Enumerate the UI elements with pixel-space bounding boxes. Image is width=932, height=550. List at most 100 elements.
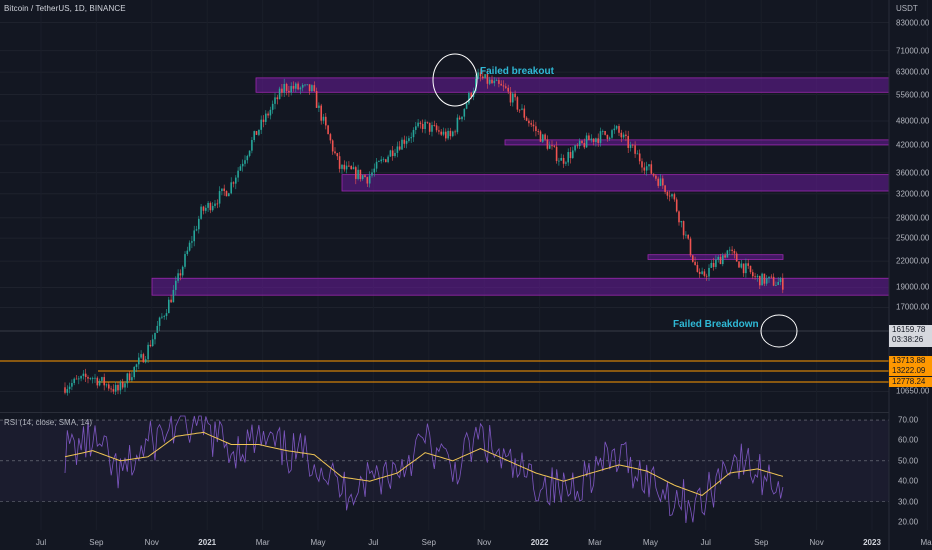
candle-body-141 — [389, 150, 392, 157]
candle-body-27 — [126, 373, 129, 384]
candle-body-271 — [689, 238, 692, 256]
candle-body-195 — [514, 93, 516, 98]
time-tick-label: Nov — [477, 538, 492, 547]
candle-body-41 — [158, 317, 161, 326]
candle-body-84 — [258, 129, 260, 135]
candle-body-90 — [271, 103, 274, 110]
candle-body-233 — [602, 130, 604, 132]
candle-body-176 — [470, 92, 472, 97]
candle-body-172 — [461, 116, 463, 120]
candle-body-73 — [232, 182, 235, 184]
candle-body-276 — [701, 271, 703, 274]
candle-body-52 — [184, 254, 186, 267]
price-tick-label: 71000.00 — [896, 46, 930, 56]
candle-body-198 — [521, 108, 523, 110]
candle-body-146 — [401, 139, 403, 150]
candle-body-245 — [629, 144, 632, 148]
candle-body-50 — [179, 273, 182, 276]
candle-body-140 — [387, 156, 389, 163]
candle-body-130 — [364, 175, 366, 178]
candle-body-122 — [345, 165, 348, 170]
candle-body-22 — [114, 384, 117, 392]
candle-body-82 — [253, 131, 255, 140]
candle-body-17 — [103, 377, 105, 386]
candle-body-277 — [703, 271, 706, 276]
rsi-indicator-label[interactable]: RSI (14, close, SMA, 14) — [4, 418, 93, 427]
candle-body-202 — [530, 123, 532, 125]
candle-body-2 — [68, 386, 71, 390]
candle-body-307 — [772, 276, 775, 286]
time-tick-label: Jul — [35, 538, 47, 547]
candle-body-67 — [218, 191, 221, 204]
candle-body-311 — [782, 278, 784, 290]
zone-3 — [255, 77, 890, 93]
candle-body-49 — [177, 273, 179, 281]
candle-body-131 — [366, 177, 369, 184]
candle-body-206 — [539, 131, 542, 142]
candle-body-85 — [260, 119, 262, 130]
candle-body-259 — [662, 178, 664, 186]
breakdown-circle — [760, 314, 798, 348]
time-tick-label: May — [310, 538, 326, 547]
time-tick-label: Mar — [255, 538, 270, 547]
candle-body-81 — [251, 139, 253, 151]
candle-body-145 — [398, 146, 401, 150]
candle-body-165 — [445, 131, 447, 139]
candle-body-298 — [752, 272, 754, 277]
candle-countdown: 03:38:26 — [892, 335, 924, 344]
time-tick-label: Sep — [754, 538, 769, 547]
candle-body-65 — [214, 203, 216, 206]
candle-body-193 — [509, 91, 512, 103]
candle-body-164 — [442, 131, 445, 135]
currency-label: USDT — [896, 4, 918, 13]
candle-body-196 — [516, 97, 519, 110]
candle-body-21 — [112, 389, 115, 392]
candle-body-268 — [682, 221, 685, 236]
pane-separator[interactable] — [0, 412, 889, 413]
candle-body-296 — [747, 263, 749, 266]
time-tick-label: Sep — [89, 538, 104, 547]
price-tick-label: 17000.00 — [896, 302, 930, 312]
candle-body-60 — [202, 206, 205, 211]
candle-body-57 — [195, 229, 198, 231]
candle-body-54 — [188, 242, 191, 251]
candle-body-13 — [94, 377, 96, 379]
candle-body-243 — [625, 134, 627, 136]
candle-body-190 — [502, 85, 505, 87]
candle-body-24 — [119, 382, 122, 391]
candle-body-143 — [394, 152, 396, 157]
level-label-3: 12778.24 — [889, 377, 932, 387]
candle-body-10 — [87, 377, 89, 379]
candle-body-158 — [428, 122, 431, 132]
candle-body-230 — [595, 138, 597, 142]
candle-body-78 — [244, 160, 246, 164]
candle-body-208 — [544, 134, 546, 140]
candle-body-4 — [73, 378, 75, 384]
candle-body-18 — [105, 384, 108, 386]
candle-body-6 — [78, 378, 80, 380]
candle-body-98 — [290, 86, 292, 93]
candle-body-110 — [318, 105, 320, 108]
candle-body-294 — [742, 263, 745, 274]
candle-body-235 — [606, 134, 609, 139]
time-tick-label: Mar — [588, 538, 602, 547]
candle-body-156 — [424, 121, 426, 130]
candle-body-106 — [308, 84, 311, 92]
rsi-tick-label: 40.00 — [898, 476, 919, 486]
candle-body-282 — [715, 259, 717, 267]
candle-body-183 — [486, 74, 489, 84]
candle-body-20 — [110, 388, 112, 390]
candle-body-136 — [378, 161, 380, 162]
candle-body-248 — [636, 153, 639, 155]
zone-2 — [504, 139, 890, 146]
candle-body-120 — [341, 164, 343, 169]
current-price-badge: 16159.78 03:38:26 — [889, 325, 932, 347]
candle-body-30 — [133, 366, 135, 378]
candle-body-301 — [759, 275, 761, 286]
candle-body-168 — [452, 131, 454, 137]
candle-body-289 — [731, 249, 733, 251]
candle-body-247 — [634, 145, 636, 154]
candle-body-219 — [569, 152, 572, 159]
candle-body-229 — [592, 138, 595, 142]
